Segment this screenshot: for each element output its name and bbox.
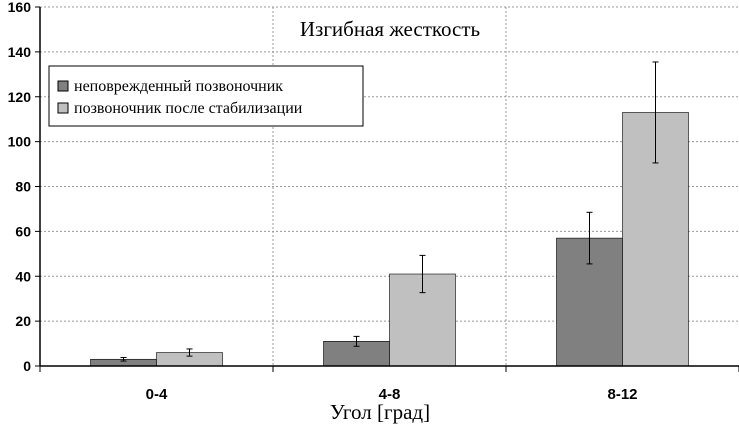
x-axis-label: Угол [град] (330, 400, 430, 424)
legend-swatch-series-1 (57, 80, 69, 92)
tick-labels: 0 20 40 60 80 100 120 140 160 0-4 4-8 8-12 (8, 0, 638, 403)
y-tick-label: 100 (8, 134, 32, 150)
legend-label-series-1: неповрежденный позвоночник (74, 78, 283, 95)
legend: неповрежденный позвоночник позвоночник п… (48, 65, 364, 127)
bars (90, 112, 689, 367)
legend-label-series-2: позвоночник после стабилизации (74, 100, 303, 117)
x-tick-label: 4-8 (379, 386, 401, 403)
axes (35, 6, 739, 372)
x-tick-label: 8-12 (607, 386, 637, 403)
chart-title: Изгибная жесткость (300, 17, 480, 41)
error-bars (120, 61, 659, 362)
legend-swatch-series-2 (57, 102, 69, 114)
y-tick-label: 40 (15, 268, 31, 284)
y-tick-label: 120 (8, 89, 32, 105)
y-tick-label: 0 (23, 358, 31, 374)
x-tick-label: 0-4 (146, 386, 168, 403)
y-tick-label: 160 (8, 0, 32, 15)
y-tick-label: 60 (15, 223, 31, 239)
y-tick-label: 80 (15, 179, 31, 195)
y-tick-label: 140 (8, 44, 32, 60)
legend-box (48, 65, 364, 127)
y-tick-label: 20 (15, 313, 31, 329)
